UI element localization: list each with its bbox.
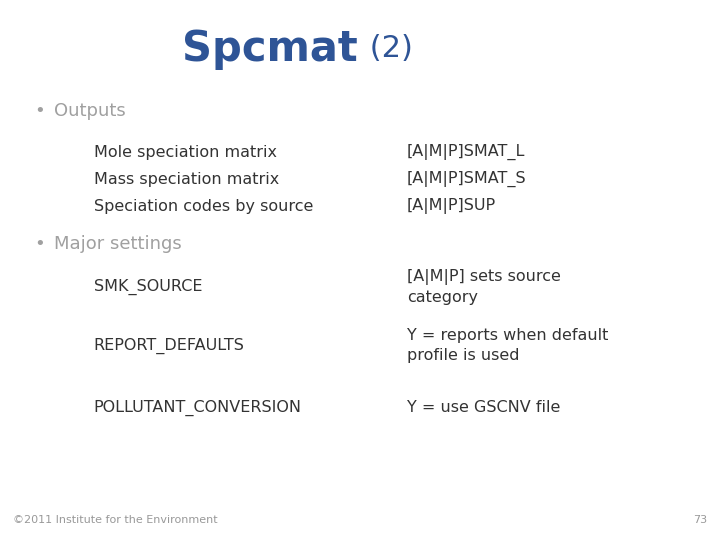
- Text: [A|M|P]SUP: [A|M|P]SUP: [407, 198, 496, 214]
- Text: SMK_SOURCE: SMK_SOURCE: [94, 279, 202, 295]
- Text: ©2011 Institute for the Environment: ©2011 Institute for the Environment: [13, 515, 217, 525]
- Text: •: •: [35, 235, 45, 253]
- Text: [A|M|P]SMAT_S: [A|M|P]SMAT_S: [407, 171, 526, 187]
- Text: REPORT_DEFAULTS: REPORT_DEFAULTS: [94, 338, 245, 354]
- Text: 73: 73: [693, 515, 707, 525]
- Text: Speciation codes by source: Speciation codes by source: [94, 199, 313, 214]
- Text: Mass speciation matrix: Mass speciation matrix: [94, 172, 279, 187]
- Text: Mole speciation matrix: Mole speciation matrix: [94, 145, 276, 160]
- Text: [A|M|P] sets source
category: [A|M|P] sets source category: [407, 269, 561, 305]
- Text: (2): (2): [360, 34, 413, 63]
- Text: Y = reports when default
profile is used: Y = reports when default profile is used: [407, 328, 608, 363]
- Text: POLLUTANT_CONVERSION: POLLUTANT_CONVERSION: [94, 400, 302, 416]
- Text: Spcmat: Spcmat: [182, 28, 358, 70]
- Text: Outputs: Outputs: [54, 102, 126, 120]
- Text: Major settings: Major settings: [54, 235, 181, 253]
- Text: [A|M|P]SMAT_L: [A|M|P]SMAT_L: [407, 144, 525, 160]
- Text: Y = use GSCNV file: Y = use GSCNV file: [407, 400, 560, 415]
- Text: •: •: [35, 102, 45, 120]
